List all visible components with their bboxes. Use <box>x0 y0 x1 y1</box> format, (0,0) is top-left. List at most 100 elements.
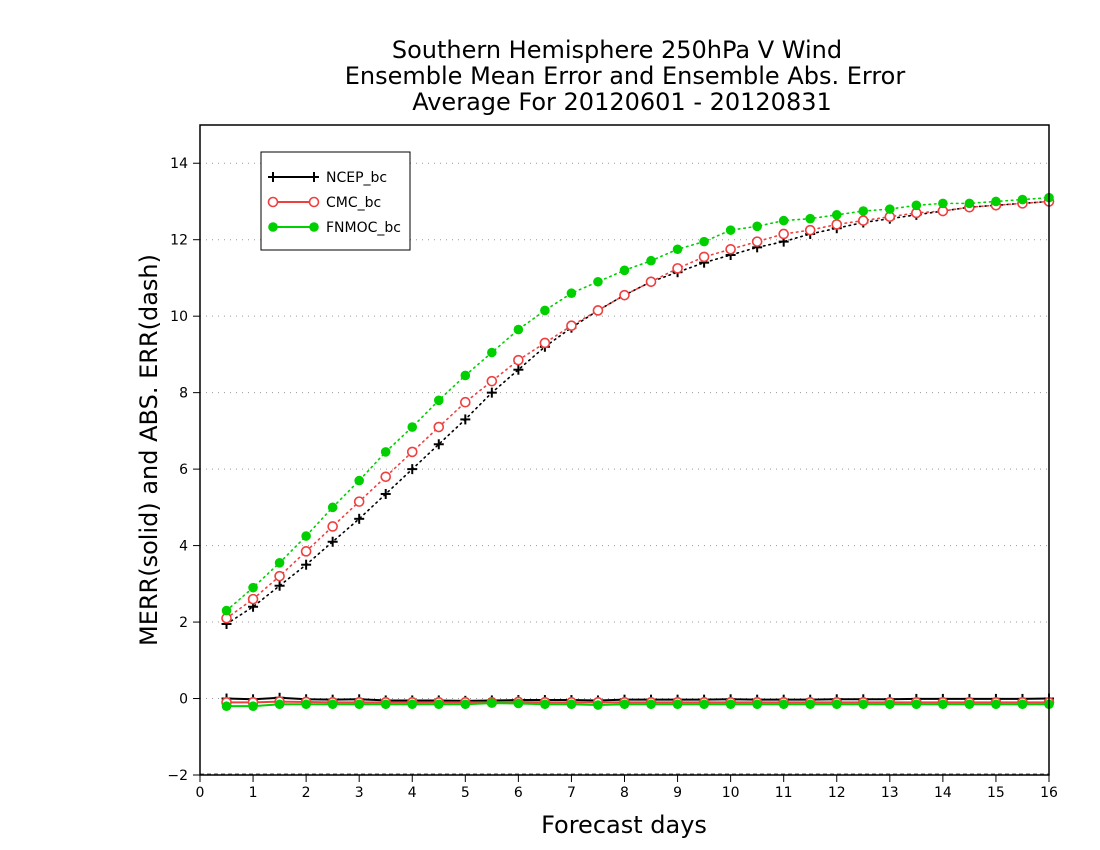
abs-err-point <box>885 204 895 214</box>
mean-err-point <box>672 699 683 710</box>
series-FNMOC_bc <box>221 192 1054 711</box>
abs-err-point <box>725 225 736 235</box>
mean-err-point <box>619 699 630 710</box>
abs-err-point <box>831 210 842 220</box>
legend-label: CMC_bc <box>326 195 381 211</box>
abs-err-point <box>592 305 604 316</box>
abs-err-point <box>778 228 789 240</box>
abs-err-point <box>327 502 338 513</box>
mean-err-point <box>248 701 258 711</box>
x-tick-label: 8 <box>620 785 629 801</box>
y-tick-label: 0 <box>179 692 188 708</box>
abs-err-point <box>778 215 789 226</box>
chart-title-line-3: Average For 20120601 - 20120831 <box>412 88 832 116</box>
legend-marker <box>308 196 320 208</box>
y-axis: −2 0 2 4 6 8 10 12 14 <box>167 156 200 784</box>
x-axis-label: Forecast days <box>541 811 707 839</box>
mean-err-line-NCEP_bc <box>226 696 1050 702</box>
abs-err-point <box>380 471 392 483</box>
chart-title-line-2: Ensemble Mean Error and Ensemble Abs. Er… <box>345 62 906 90</box>
y-tick-label: −2 <box>167 768 188 784</box>
abs-err-point <box>487 347 497 358</box>
y-tick-label: 14 <box>170 156 188 172</box>
abs-err-point <box>486 375 498 387</box>
mean-err-point <box>725 699 736 710</box>
abs-err-point <box>513 354 524 366</box>
abs-err-point <box>857 215 869 226</box>
abs-err-point <box>751 236 763 247</box>
mean-err-point <box>327 699 338 710</box>
mean-err-point <box>778 699 789 710</box>
mean-err-point <box>1017 699 1028 710</box>
x-tick-label: 5 <box>461 785 470 801</box>
abs-err-line-FNMOC_bc <box>225 196 1050 612</box>
chart-title-line-1: Southern Hemisphere 250hPa V Wind <box>392 36 842 64</box>
y-axis-label: MERR(solid) and ABS. ERR(dash) <box>135 254 163 646</box>
mean-err-point <box>301 699 311 710</box>
abs-err-point <box>725 243 736 255</box>
mean-err-point <box>407 699 418 710</box>
abs-err-point <box>911 200 922 211</box>
abs-err-point <box>566 288 577 299</box>
x-tick-label: 0 <box>196 785 205 801</box>
legend-label: NCEP_bc <box>326 170 387 186</box>
legend-marker <box>309 222 319 232</box>
x-axis: 0 1 2 3 4 5 6 7 8 9 10 11 12 13 14 15 16 <box>196 775 1058 801</box>
legend-marker <box>268 172 278 182</box>
abs-err-point <box>938 198 948 209</box>
abs-err-point <box>1017 194 1028 205</box>
abs-err-point <box>460 396 471 408</box>
mean-err-point <box>593 700 603 710</box>
abs-err-line-CMC_bc <box>225 200 1050 620</box>
legend-label: FNMOC_bc <box>326 220 401 236</box>
mean-err-point <box>805 699 816 710</box>
y-tick-label: 4 <box>179 539 188 555</box>
abs-err-point <box>354 475 364 486</box>
legend-marker <box>268 222 278 232</box>
mean-err-point <box>752 699 762 710</box>
x-tick-label: 15 <box>987 785 1005 801</box>
abs-err-point <box>672 244 683 255</box>
abs-err-point <box>513 324 524 335</box>
abs-err-point <box>327 521 338 532</box>
x-tick-label: 11 <box>775 785 793 801</box>
abs-err-point <box>991 196 1001 207</box>
abs-err-point <box>247 593 259 605</box>
legend-entry-FNMOC_bc: FNMOC_bc <box>268 220 401 236</box>
abs-err-point <box>831 219 843 230</box>
legend-marker <box>267 196 279 208</box>
abs-err-point <box>353 496 365 507</box>
x-tick-label: 4 <box>408 785 417 801</box>
abs-err-point <box>301 559 312 570</box>
abs-err-point <box>540 305 550 316</box>
abs-err-point <box>593 276 603 287</box>
abs-err-point <box>858 206 869 216</box>
abs-err-point <box>407 464 418 475</box>
abs-err-point <box>964 198 975 209</box>
mean-err-point <box>433 699 444 710</box>
legend-marker <box>309 172 319 182</box>
x-tick-label: 16 <box>1040 785 1058 801</box>
series-NCEP_bc <box>221 196 1054 706</box>
mean-err-point <box>487 698 497 708</box>
abs-err-point <box>513 364 524 375</box>
abs-err-point <box>619 289 630 301</box>
mean-err-point <box>566 699 577 710</box>
abs-err-point <box>433 395 444 406</box>
mean-err-point <box>885 699 895 710</box>
legend-entry-NCEP_bc: NCEP_bc <box>268 170 387 186</box>
x-tick-label: 1 <box>249 785 258 801</box>
abs-err-point <box>406 446 418 458</box>
abs-err-point <box>699 236 709 247</box>
abs-err-point <box>300 546 312 557</box>
y-tick-label: 2 <box>179 615 188 631</box>
mean-err-point <box>831 699 842 710</box>
mean-err-point <box>540 699 550 710</box>
x-tick-label: 10 <box>722 785 740 801</box>
legend: NCEP_bc CMC_bc FNMOC_bc <box>260 151 411 251</box>
legend-entry-CMC_bc: CMC_bc <box>267 195 381 211</box>
mean-err-point <box>699 699 709 710</box>
x-tick-label: 2 <box>302 785 311 801</box>
abs-err-point <box>248 582 258 593</box>
